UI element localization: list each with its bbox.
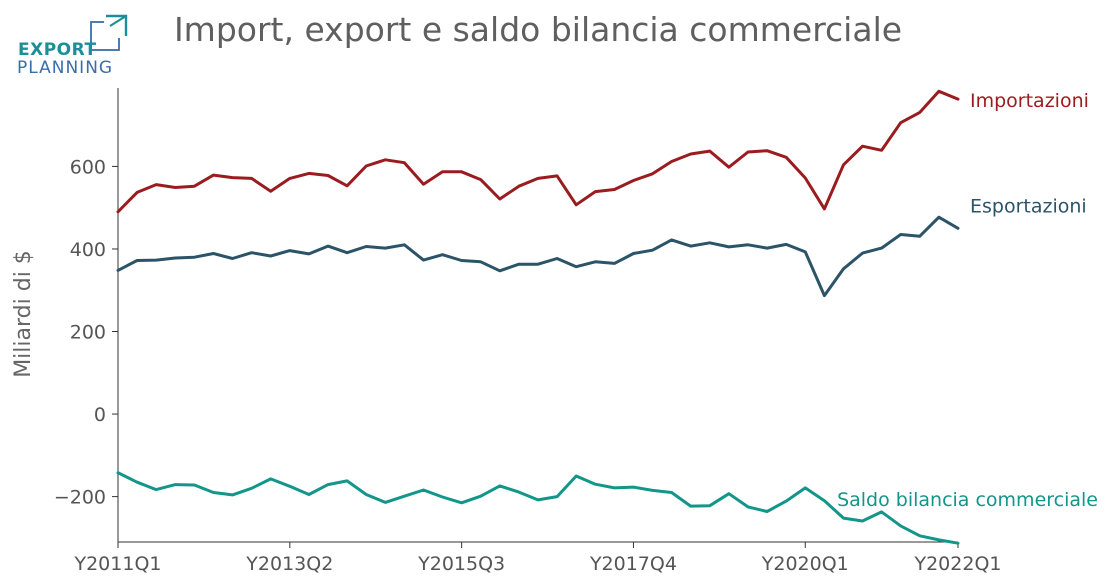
logo-text-export: EXPORT bbox=[18, 40, 97, 60]
x-tick-label: Y2015Q3 bbox=[417, 553, 505, 575]
series-labels: Importazioni Esportazioni Saldo bilancia c… bbox=[837, 90, 1098, 511]
series-line-esportazioni bbox=[116, 215, 960, 298]
series-line-saldo bbox=[116, 471, 960, 545]
logo-text-planning: PLANNING bbox=[17, 58, 113, 78]
series-label-saldo: Saldo bilancia commerciale bbox=[837, 489, 1098, 511]
x-tick-label: Y2011Q1 bbox=[73, 553, 161, 575]
logo-square-icon bbox=[90, 14, 128, 51]
series-label-esportazioni: Esportazioni bbox=[970, 195, 1087, 217]
y-tick-label: 600 bbox=[70, 156, 106, 178]
y-tick-label: 400 bbox=[70, 239, 106, 261]
y-tick-label: 200 bbox=[70, 322, 106, 344]
series-lines bbox=[116, 89, 960, 545]
series-line-importazioni bbox=[116, 89, 960, 214]
series-label-importazioni: Importazioni bbox=[970, 90, 1089, 112]
x-axis-ticks: Y2011Q1 Y2013Q2 Y2015Q3 Y2017Q4 Y2020Q1 Y2022… bbox=[73, 542, 1002, 575]
chart-title: Import, export e saldo bilancia commerci… bbox=[174, 10, 902, 49]
y-tick-label: −200 bbox=[54, 487, 106, 509]
x-tick-label: Y2022Q1 bbox=[913, 553, 1001, 575]
export-planning-logo: EXPORT PLANNING bbox=[17, 14, 128, 78]
x-tick-label: Y2013Q2 bbox=[245, 553, 333, 575]
x-tick-label: Y2020Q1 bbox=[761, 553, 849, 575]
y-axis-title: Miliardi di $ bbox=[11, 250, 36, 378]
x-tick-label: Y2017Q4 bbox=[589, 553, 677, 575]
y-axis-ticks: −200 0 200 400 600 bbox=[54, 156, 118, 509]
y-tick-label: 0 bbox=[94, 404, 106, 426]
